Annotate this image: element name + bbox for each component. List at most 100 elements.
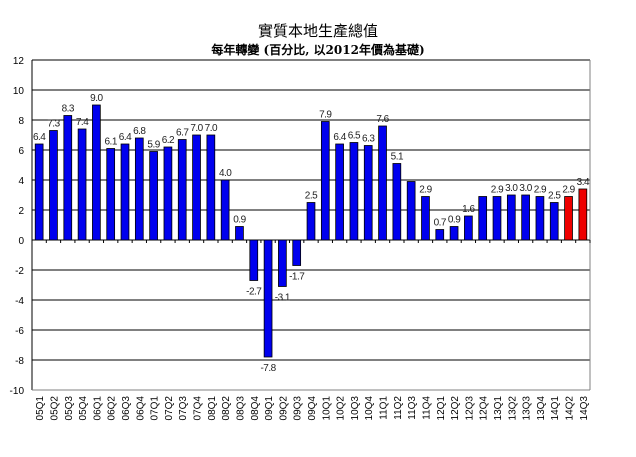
x-tick-label: 09Q2 bbox=[278, 396, 289, 421]
bar bbox=[464, 215, 473, 241]
bar bbox=[320, 121, 330, 241]
x-tick-label: 13Q2 bbox=[507, 396, 518, 421]
x-tick-label: 13Q1 bbox=[493, 396, 504, 421]
x-tick-label: 05Q2 bbox=[49, 396, 60, 421]
x-tick-label: 06Q1 bbox=[92, 396, 103, 421]
bar bbox=[335, 143, 344, 241]
data-label: 3.0 bbox=[505, 183, 518, 194]
data-label: 7.6 bbox=[376, 114, 389, 125]
data-label: 3.0 bbox=[519, 183, 532, 194]
x-tick-label: 08Q1 bbox=[207, 396, 218, 421]
x-tick-label: 12Q1 bbox=[436, 396, 447, 421]
bar bbox=[564, 196, 573, 241]
bar bbox=[163, 146, 173, 241]
x-tick-label: 10Q3 bbox=[350, 396, 361, 421]
data-label: 7.4 bbox=[76, 117, 89, 128]
bar bbox=[106, 148, 116, 241]
bar bbox=[263, 239, 273, 358]
x-tick-label: 12Q4 bbox=[479, 396, 490, 421]
data-label: 0.9 bbox=[448, 215, 461, 226]
bar bbox=[578, 188, 588, 241]
data-label: 7.0 bbox=[205, 123, 218, 134]
bar bbox=[435, 229, 445, 241]
x-tick-label: 10Q2 bbox=[336, 396, 347, 421]
bar bbox=[392, 163, 402, 241]
data-label: 2.5 bbox=[548, 191, 561, 202]
data-label: 3.4 bbox=[577, 177, 590, 188]
data-label: 0.9 bbox=[233, 215, 246, 226]
data-label: 7.3 bbox=[47, 119, 60, 130]
data-label: 6.5 bbox=[348, 131, 361, 142]
chart-title: 實質本地生產總值 bbox=[257, 22, 378, 40]
bar bbox=[292, 239, 302, 266]
x-tick-label: 11Q1 bbox=[379, 396, 390, 420]
bar bbox=[349, 142, 359, 241]
x-tick-label: 14Q1 bbox=[550, 396, 561, 421]
y-tick-label: 10 bbox=[13, 86, 25, 97]
y-tick-label: -10 bbox=[10, 386, 25, 397]
data-label: 7.9 bbox=[319, 110, 332, 121]
data-label: 6.7 bbox=[176, 128, 189, 139]
bar bbox=[278, 239, 287, 287]
x-tick-label: 10Q4 bbox=[364, 396, 375, 421]
x-tick-label: 06Q3 bbox=[121, 396, 132, 421]
data-label: -2.7 bbox=[246, 287, 262, 298]
x-tick-label: 08Q3 bbox=[235, 396, 246, 421]
bar bbox=[192, 134, 201, 241]
bar bbox=[421, 196, 430, 241]
bar bbox=[149, 151, 158, 241]
data-label: 5.9 bbox=[147, 140, 160, 151]
x-tick-label: 14Q2 bbox=[565, 396, 576, 421]
x-tick-label: 12Q3 bbox=[464, 396, 475, 421]
data-label: 0.7 bbox=[434, 218, 447, 229]
data-label: 2.9 bbox=[534, 185, 547, 196]
bar bbox=[249, 239, 259, 281]
y-tick-label: 8 bbox=[18, 116, 24, 127]
y-tick-label: 12 bbox=[13, 56, 25, 67]
x-tick-label: 05Q3 bbox=[64, 396, 75, 421]
data-label: 6.4 bbox=[119, 132, 132, 143]
y-tick-label: 4 bbox=[18, 176, 24, 187]
bar bbox=[206, 134, 216, 241]
x-tick-label: 08Q2 bbox=[221, 396, 232, 421]
data-label: 8.3 bbox=[62, 104, 75, 115]
x-tick-label: 11Q3 bbox=[407, 396, 418, 420]
bar bbox=[549, 202, 559, 241]
bar bbox=[134, 137, 144, 241]
x-tick-label: 07Q4 bbox=[193, 396, 204, 421]
x-tick-label: 07Q1 bbox=[150, 396, 161, 421]
y-tick-label: -6 bbox=[15, 326, 24, 337]
bar bbox=[363, 145, 373, 241]
data-label: 1.6 bbox=[462, 204, 475, 215]
data-label: 2.5 bbox=[305, 191, 318, 202]
x-tick-label: 07Q2 bbox=[164, 396, 175, 421]
x-tick-label: 09Q1 bbox=[264, 396, 275, 421]
x-tick-label: 11Q4 bbox=[421, 396, 432, 420]
bar bbox=[34, 143, 44, 241]
data-label: 6.4 bbox=[33, 132, 46, 143]
data-label: 7.0 bbox=[190, 123, 203, 134]
bar bbox=[449, 226, 459, 241]
x-tick-label: 14Q3 bbox=[579, 396, 590, 421]
y-tick-label: -8 bbox=[15, 356, 24, 367]
y-tick-label: 6 bbox=[18, 146, 24, 157]
bar bbox=[92, 104, 101, 241]
y-tick-label: -4 bbox=[15, 296, 24, 307]
data-label: 2.9 bbox=[419, 185, 432, 196]
x-tick-label: 07Q3 bbox=[178, 396, 189, 421]
x-tick-label: 09Q4 bbox=[307, 396, 318, 421]
x-tick-label: 05Q1 bbox=[35, 396, 46, 421]
x-tick-label: 08Q4 bbox=[250, 396, 261, 421]
bar bbox=[478, 196, 488, 241]
data-label: 6.4 bbox=[333, 132, 346, 143]
x-tick-label: 09Q3 bbox=[293, 396, 304, 421]
bar bbox=[120, 143, 130, 241]
data-label: 6.8 bbox=[133, 126, 146, 137]
x-tick-label: 13Q4 bbox=[536, 396, 547, 421]
data-label: 6.2 bbox=[162, 135, 175, 146]
bar bbox=[306, 202, 316, 241]
y-tick-label: 2 bbox=[18, 206, 24, 217]
x-tick-label: 12Q2 bbox=[450, 396, 461, 421]
bar bbox=[235, 226, 244, 241]
